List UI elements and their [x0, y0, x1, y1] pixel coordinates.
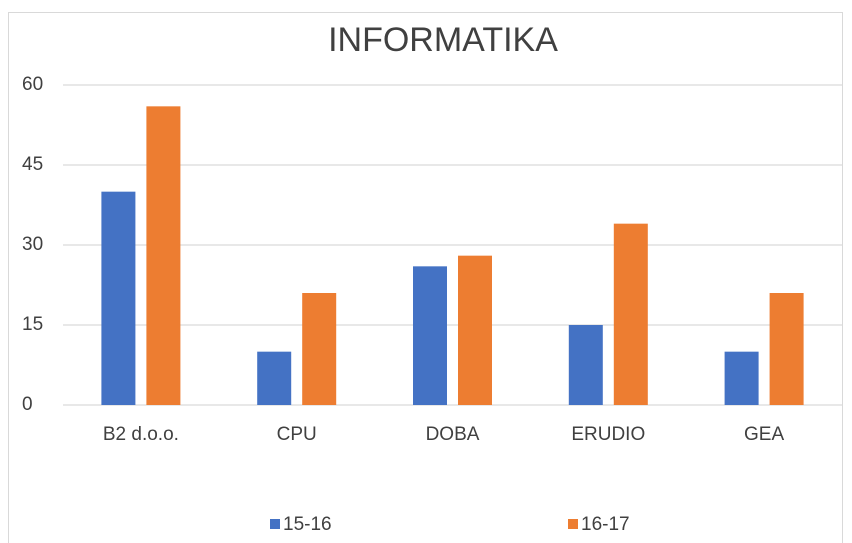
y-tick-label: 15 [22, 314, 43, 335]
legend-swatch [568, 519, 578, 529]
bar [568, 325, 603, 405]
bar [413, 266, 447, 405]
bar [146, 106, 181, 405]
bar [613, 223, 648, 405]
bar [458, 255, 492, 405]
chart-title: INFORMATIKA [328, 21, 558, 59]
y-tick-label: 60 [22, 74, 43, 95]
x-tick-label: B2 d.o.o. [103, 424, 179, 445]
legend-label: 16-17 [581, 514, 630, 535]
x-tick-label: ERUDIO [571, 424, 645, 445]
legend-label: 15-16 [283, 514, 332, 535]
y-tick-label: 45 [22, 154, 43, 175]
bar [302, 293, 337, 405]
y-tick-label: 0 [22, 394, 33, 415]
x-tick-label: GEA [744, 424, 784, 445]
bar [724, 351, 759, 405]
x-tick-label: CPU [277, 424, 317, 445]
legend-swatch [270, 519, 280, 529]
bar [769, 293, 804, 405]
bar [101, 191, 136, 405]
y-tick-label: 30 [22, 234, 43, 255]
bar [257, 351, 292, 405]
x-tick-label: DOBA [426, 424, 480, 445]
